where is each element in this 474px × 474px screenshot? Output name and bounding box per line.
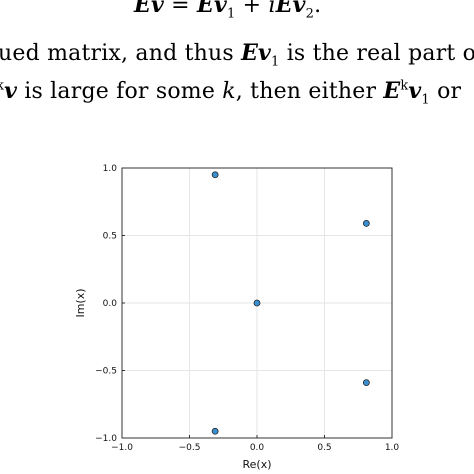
text-fragment: or	[429, 79, 462, 104]
data-point	[362, 379, 370, 387]
period: .	[314, 0, 322, 18]
y-tick-label: −1.0	[95, 434, 117, 444]
plus-i: + i	[235, 0, 276, 18]
subscript: 1	[226, 6, 236, 22]
data-point	[211, 171, 219, 179]
text-fragment: ued matrix, and thus	[0, 41, 242, 66]
y-tick-label: 1.0	[103, 164, 118, 174]
x-tick-label: 0.5	[317, 443, 331, 453]
points	[211, 171, 370, 435]
subscript: 2	[305, 6, 315, 22]
variable-k: k	[222, 79, 236, 104]
equation-line: Ev = Ev1 + iEv2.	[134, 0, 321, 21]
matrix-E: E	[383, 78, 401, 104]
subscript: 1	[421, 92, 430, 108]
vector-v: v	[408, 78, 422, 104]
y-tick-label: −0.5	[95, 367, 117, 377]
matrix-E: E	[275, 0, 293, 18]
data-point	[362, 219, 370, 227]
ticks: −1.0 −0.5 0.0 0.5 1.0 −1.0 −0.5 0.0 0.5 1.0	[95, 164, 399, 453]
matrix-E: E	[196, 0, 214, 18]
y-tick-label: 0.0	[103, 299, 118, 309]
text-fragment: is the real part o	[279, 41, 474, 66]
data-point	[211, 427, 219, 435]
x-axis-label: Re(x)	[242, 458, 271, 471]
y-axis-label: Im(x)	[74, 288, 87, 317]
superscript: k	[0, 79, 4, 94]
text-fragment: , then either	[235, 79, 384, 104]
x-tick-label: 0.0	[250, 443, 265, 453]
subscript: 1	[271, 54, 280, 70]
text-fragment: is large for some	[17, 79, 223, 104]
x-tick-label: 1.0	[385, 443, 400, 453]
data-point	[253, 299, 261, 307]
vector-v: v	[213, 0, 227, 18]
equals-sign: =	[163, 0, 197, 18]
vector-v: v	[258, 40, 272, 66]
vector-v: v	[4, 78, 18, 104]
matrix-E: E	[241, 40, 259, 66]
vector-v: v	[150, 0, 164, 18]
body-text-line: ued matrix, and thus Ev1 is the real par…	[0, 40, 474, 69]
body-text-line: kv is large for some k, then either Ekv1…	[0, 78, 461, 107]
vector-v: v	[292, 0, 306, 18]
matrix-E: E	[134, 0, 151, 18]
y-tick-label: 0.5	[103, 232, 117, 242]
x-tick-label: −0.5	[179, 443, 201, 453]
superscript: k	[400, 78, 409, 94]
x-tick-label: −1.0	[111, 443, 133, 453]
